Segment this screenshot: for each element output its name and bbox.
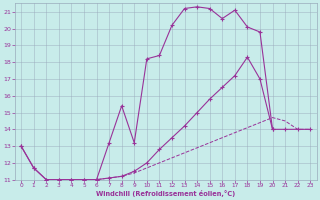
X-axis label: Windchill (Refroidissement éolien,°C): Windchill (Refroidissement éolien,°C) bbox=[96, 190, 235, 197]
